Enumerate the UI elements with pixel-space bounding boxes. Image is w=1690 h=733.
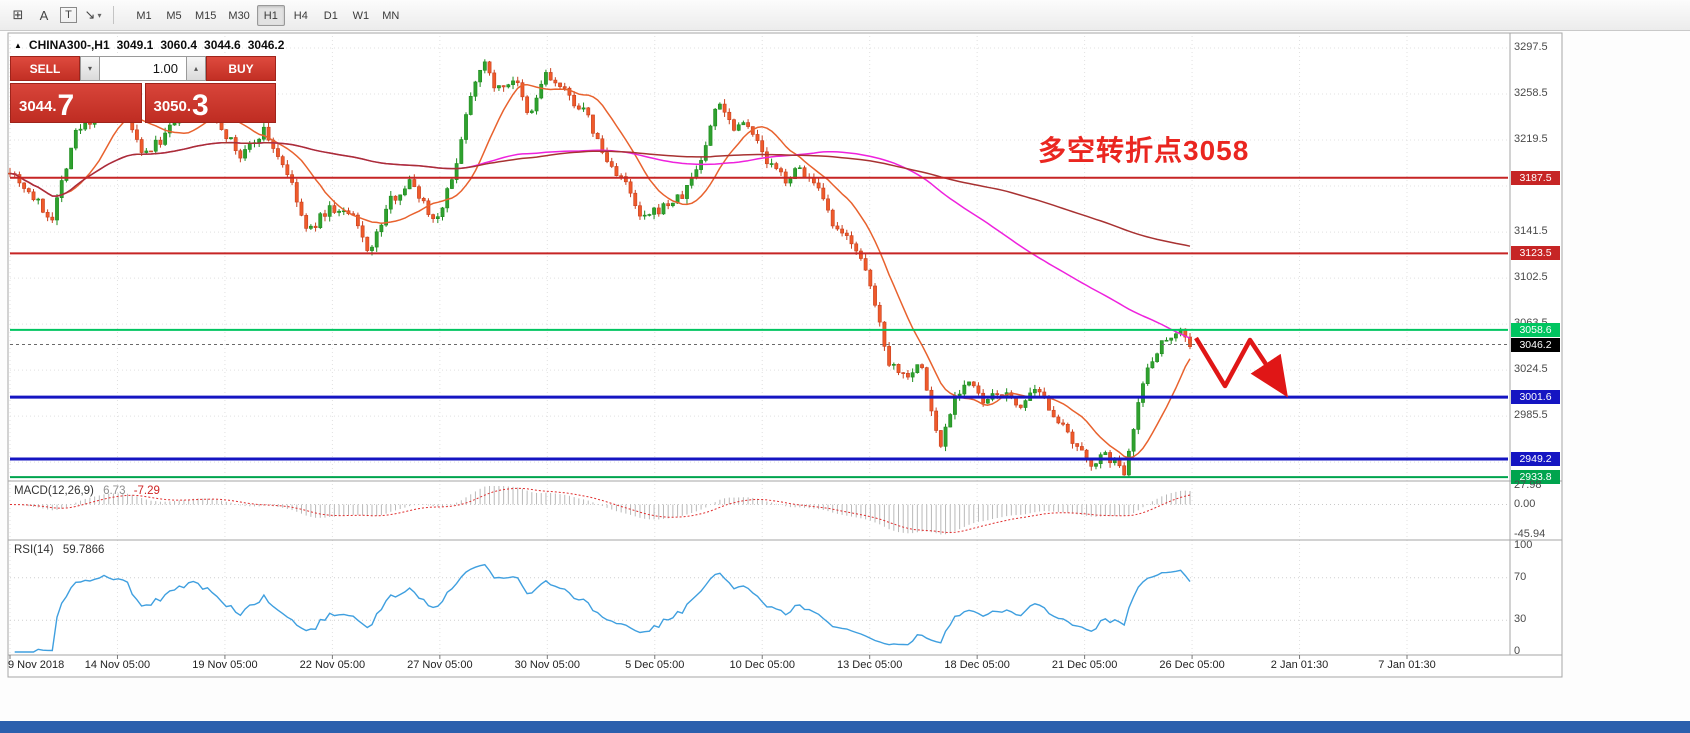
one-click-trading-panel: SELL ▾ ▴ BUY 3044. 7 3050. 3 <box>10 56 276 123</box>
lot-increase-button[interactable]: ▴ <box>186 56 206 81</box>
chart-symbol-icon: ▲ <box>14 40 22 50</box>
caret-down-icon: ▾ <box>87 64 92 73</box>
chart-header: ▲ CHINA300-,H1 3049.1 3060.4 3044.6 3046… <box>14 38 284 52</box>
timeframe-group: M1 M5 M15 M30 H1 H4 D1 W1 MN <box>130 4 405 26</box>
chart-open-value: 3049.1 <box>116 38 154 52</box>
chart-close-value: 3046.2 <box>247 38 285 52</box>
timeframe-button-h1[interactable]: H1 <box>256 4 285 26</box>
buy-button[interactable]: BUY <box>206 56 276 81</box>
sell-price-main: 3044. <box>19 98 57 115</box>
sell-price-fraction: 7 <box>57 88 75 122</box>
chart-low-value: 3044.6 <box>204 38 241 52</box>
sell-price-button[interactable]: 3044. 7 <box>10 83 142 123</box>
lot-decrease-button[interactable]: ▾ <box>80 56 100 81</box>
macd-indicator-label: MACD(12,26,9) 6.73 -7.29 <box>14 485 160 497</box>
chart-high-value: 3060.4 <box>160 38 198 52</box>
rsi-value: 59.7866 <box>62 544 105 556</box>
chart-annotation-text: 多空转折点3058 <box>1038 135 1250 166</box>
price-axis[interactable] <box>1510 33 1562 655</box>
lot-size-input[interactable] <box>100 56 186 81</box>
timeframe-button-m15[interactable]: M15 <box>195 9 217 22</box>
timeframe-button-m1[interactable]: M1 <box>136 9 152 22</box>
timeframe-button-d1[interactable]: D1 <box>323 9 338 22</box>
draw-arrow-tool-icon[interactable]: ↘ ▾ <box>84 7 102 22</box>
macd-signal-value: -7.29 <box>133 485 160 497</box>
macd-main-value: 6.73 <box>103 485 126 497</box>
timeframe-button-m30[interactable]: M30 <box>228 9 250 22</box>
sell-button[interactable]: SELL <box>10 56 80 81</box>
timeframe-button-m5[interactable]: M5 <box>166 9 182 22</box>
text-frame-tool-icon[interactable]: T <box>60 7 77 23</box>
caret-up-icon: ▴ <box>193 64 198 73</box>
chevron-down-icon: ▾ <box>97 10 102 20</box>
text-label-tool-icon[interactable]: A <box>39 7 49 23</box>
time-axis[interactable] <box>8 656 1510 677</box>
buy-price-main: 3050. <box>153 98 192 115</box>
timeframe-button-h4[interactable]: H4 <box>293 9 308 22</box>
rsi-indicator-label: RSI(14) 59.7866 <box>14 544 104 556</box>
tool-group: ⊞ A T ↘ ▾ <box>8 5 103 25</box>
timeframe-button-mn[interactable]: MN <box>382 9 400 22</box>
macd-name: MACD(12,26,9) <box>14 485 94 497</box>
rsi-name: RSI(14) <box>14 544 54 556</box>
timeframe-button-w1[interactable]: W1 <box>352 9 370 22</box>
buy-price-button[interactable]: 3050. 3 <box>144 83 276 123</box>
grid-tool-icon[interactable]: ⊞ <box>12 7 24 22</box>
toolbar: ⊞ A T ↘ ▾ M1 M5 M15 M30 H1 H4 D1 W1 MN <box>0 0 1690 31</box>
toolbar-separator <box>113 6 114 24</box>
buy-price-fraction: 3 <box>192 88 209 122</box>
taskbar-strip <box>0 721 1690 733</box>
chart-symbol-label: CHINA300-,H1 <box>28 38 110 52</box>
